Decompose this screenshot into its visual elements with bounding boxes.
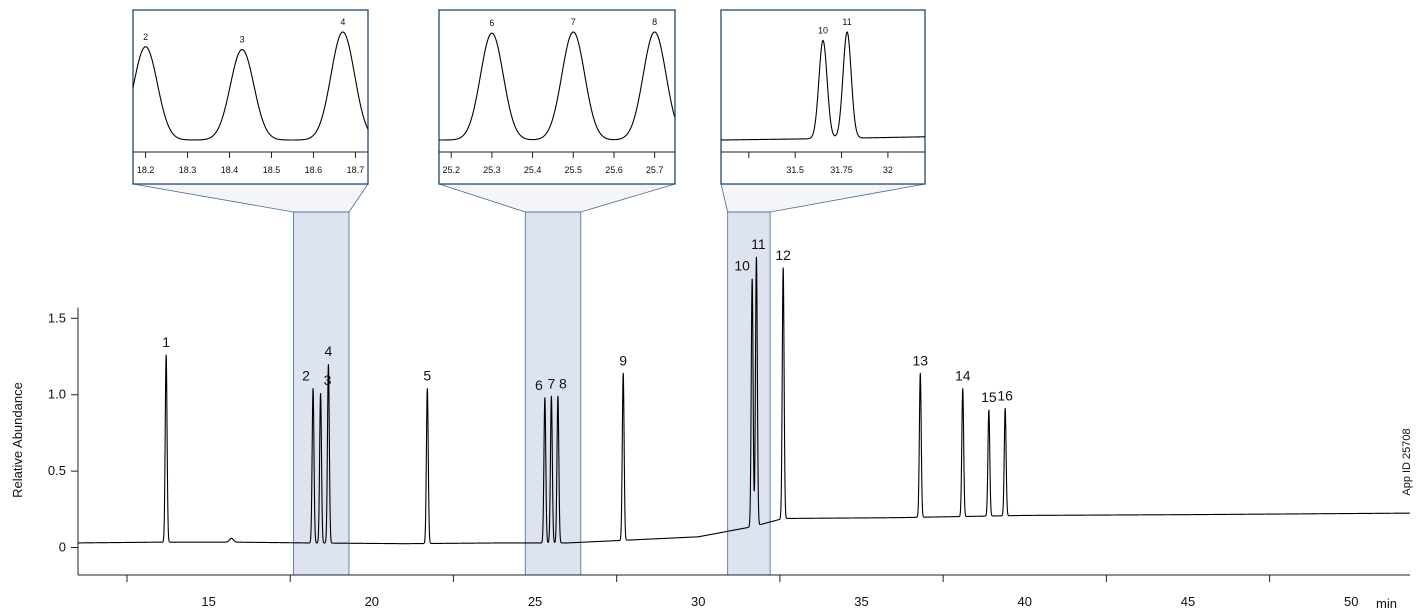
y-axis-title: Relative Abundance <box>10 382 25 498</box>
inset-tick-label: 25.2 <box>442 165 460 175</box>
inset-peak-label-6: 6 <box>489 18 494 28</box>
inset-peak-label-3: 3 <box>240 35 245 45</box>
x-tick-label: 25 <box>528 594 542 609</box>
inset-tick-label: 25.7 <box>646 165 664 175</box>
inset-1: 18.2 18.3 18.4 18.5 18.6 18.7 2 3 4 <box>132 9 369 185</box>
inset-tick-label: 18.7 <box>347 165 365 175</box>
x-tick-label: 30 <box>691 594 705 609</box>
y-tick-label: 0 <box>59 540 66 555</box>
inset-connector-2 <box>438 183 676 213</box>
peak-label-16: 16 <box>997 387 1013 403</box>
x-tick-label: 35 <box>854 594 868 609</box>
x-axis-unit: min <box>1376 596 1397 611</box>
inset-tick-label: 31.75 <box>830 165 853 175</box>
inset-connector-1 <box>132 183 369 213</box>
peak-label-13: 13 <box>913 352 929 368</box>
peak-label-11: 11 <box>751 236 766 252</box>
highlight-band-1 <box>293 211 350 576</box>
peak-label-8: 8 <box>559 375 567 391</box>
x-tick-label: 45 <box>1181 594 1195 609</box>
peak-label-7: 7 <box>547 375 555 391</box>
inset-trace <box>439 31 676 141</box>
app-id-note: App ID 25708 <box>1401 428 1413 495</box>
inset-trace <box>721 31 925 141</box>
peak-label-6: 6 <box>535 377 543 393</box>
inset-frame <box>720 9 926 185</box>
inset-2: 25.2 25.3 25.4 25.5 25.6 25.7 6 7 8 <box>438 9 676 185</box>
inset-frame <box>132 9 369 185</box>
peak-label-2: 2 <box>302 368 310 384</box>
peak-label-15: 15 <box>981 389 997 405</box>
x-tick-label: 40 <box>1018 594 1032 609</box>
inset-tick-label: 25.3 <box>483 165 501 175</box>
peak-label-14: 14 <box>955 368 971 384</box>
axes: 00.51.01.515 20 25 30 35 40 45 50 <box>48 307 1410 609</box>
inset-tick-label: 18.2 <box>137 165 155 175</box>
highlight-regions <box>293 211 771 576</box>
inset-frame <box>438 9 676 185</box>
x-tick-label: 20 <box>365 594 379 609</box>
y-tick-label: 0.5 <box>48 463 66 478</box>
inset-peak-label-7: 7 <box>571 17 576 27</box>
inset-3: 31.5 31.75 32 10 11 <box>720 9 926 185</box>
inset-tick-label: 32 <box>883 165 893 175</box>
inset-connector-3 <box>720 183 926 213</box>
peak-label-9: 9 <box>619 352 627 368</box>
inset-tick-label: 25.4 <box>524 165 542 175</box>
peak-label-10: 10 <box>734 258 750 274</box>
inset-peak-label-4: 4 <box>340 17 345 27</box>
inset-connectors <box>132 183 926 213</box>
y-tick-label: 1.0 <box>48 387 66 402</box>
main-trace-group <box>77 256 1411 545</box>
inset-tick-label: 25.5 <box>565 165 583 175</box>
inset-tick-label: 18.4 <box>221 165 239 175</box>
inset-tick-label: 18.6 <box>305 165 323 175</box>
inset-peak-label-8: 8 <box>652 17 657 27</box>
inset-trace <box>132 31 369 141</box>
x-tick-label: 15 <box>201 594 215 609</box>
y-tick-label: 1.5 <box>48 310 66 325</box>
inset-tick-label: 25.6 <box>605 165 623 175</box>
peak-label-5: 5 <box>423 368 431 384</box>
inset-peak-label-10: 10 <box>818 25 828 35</box>
inset-tick-label: 18.3 <box>179 165 197 175</box>
peak-label-1: 1 <box>162 334 170 350</box>
main-trace <box>77 256 1411 545</box>
inset-tick-label: 31.5 <box>786 165 804 175</box>
inset-peak-label-11: 11 <box>842 17 851 27</box>
peak-label-4: 4 <box>325 343 333 359</box>
inset-tick-label: 18.5 <box>263 165 281 175</box>
peak-label-3: 3 <box>324 372 332 388</box>
inset-peak-label-2: 2 <box>143 32 148 42</box>
peak-label-12: 12 <box>775 247 791 263</box>
highlight-band-3 <box>727 211 771 576</box>
x-tick-label: 50 <box>1344 594 1358 609</box>
